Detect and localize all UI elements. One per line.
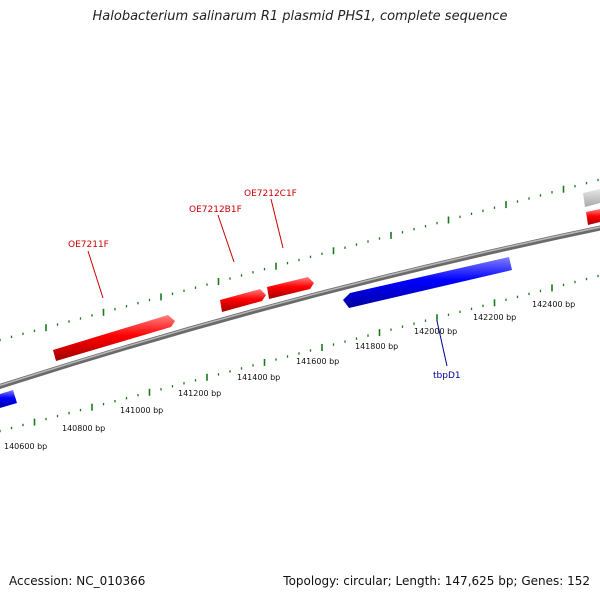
bp-label: 142000 bp [414, 327, 457, 336]
gene-OE7212C1F[interactable] [267, 277, 314, 299]
bp-label: 142200 bp [473, 313, 516, 322]
reverse-tick-row [0, 274, 599, 433]
bp-label: 140600 bp [4, 442, 47, 451]
backbone [0, 225, 600, 390]
bp-label: 141200 bp [178, 389, 221, 398]
accession-text: Accession: NC_010366 [9, 574, 146, 588]
bp-label: 141400 bp [237, 373, 280, 382]
bp-labels: 140600 bp 140800 bp 141000 bp 141200 bp … [4, 300, 575, 451]
bp-label: 140800 bp [62, 424, 105, 433]
bp-label: 142400 bp [532, 300, 575, 309]
gene-OE7212B1F[interactable] [220, 289, 266, 312]
gene-label-OE7212C1F: OE7212C1F [244, 189, 297, 199]
bp-label: 141600 bp [296, 357, 339, 366]
gene-edge-right-grey[interactable] [583, 189, 600, 207]
map-title: Halobacterium salinarum R1 plasmid PHS1,… [92, 9, 508, 24]
gene-label-OE7212B1F: OE7212B1F [189, 205, 242, 215]
topology-text: Topology: circular; Length: 147,625 bp; … [283, 574, 590, 588]
leader-lines [87, 198, 448, 367]
gene-edge-left-reverse[interactable] [0, 390, 17, 408]
gene-label-tbpD1: tbpD1 [433, 371, 461, 381]
gene-edge-right-forward[interactable] [586, 209, 600, 225]
bp-label: 141800 bp [355, 342, 398, 351]
gene-label-OE7211F: OE7211F [68, 240, 109, 250]
bp-label: 141000 bp [120, 406, 163, 415]
forward-tick-row [0, 178, 599, 342]
gene-OE7211F[interactable] [53, 315, 175, 361]
gene-tbpD1[interactable] [343, 257, 512, 308]
